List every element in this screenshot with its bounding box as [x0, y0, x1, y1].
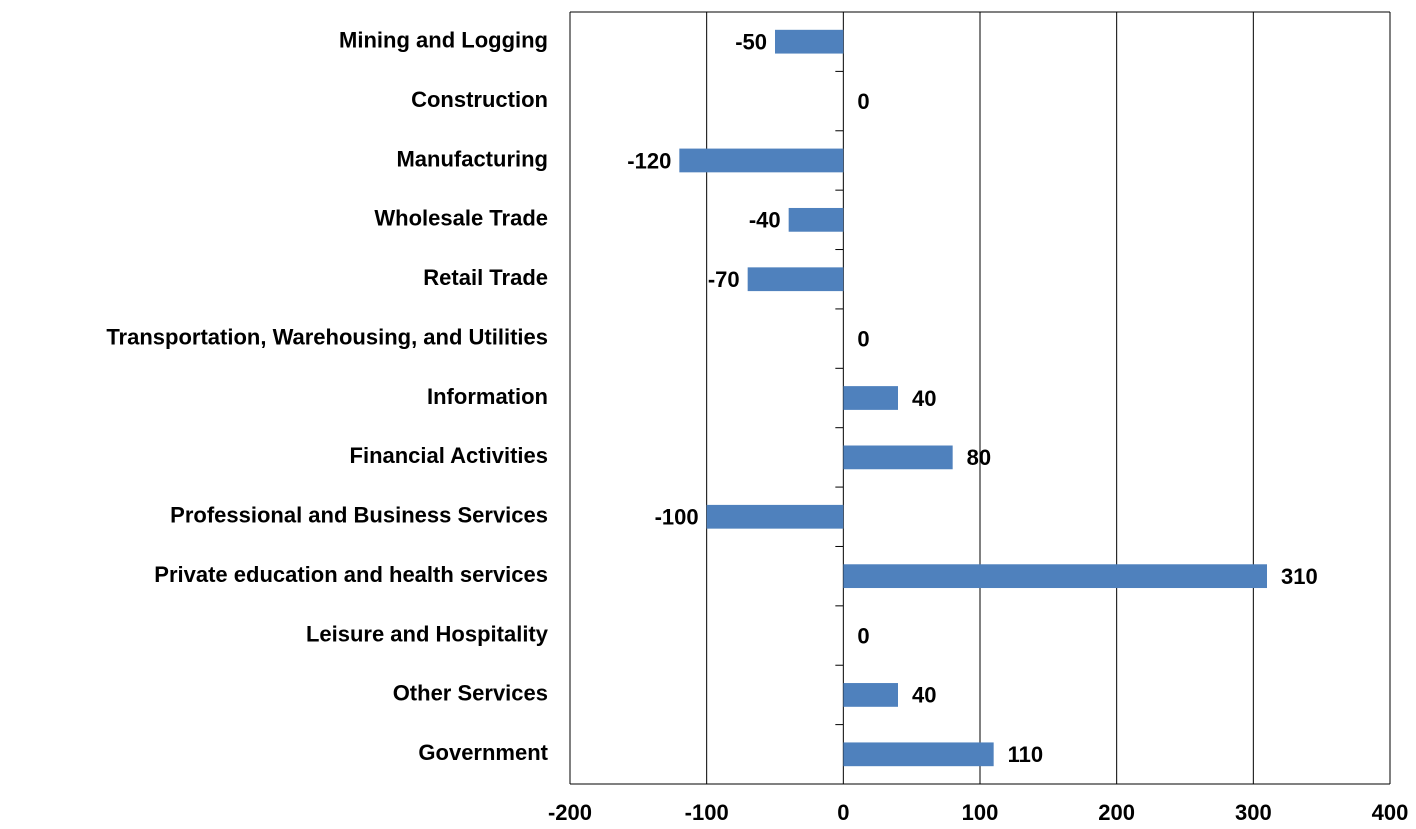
- data-label: 310: [1281, 564, 1318, 589]
- data-label: 40: [912, 386, 936, 411]
- y-tick-label: Construction: [411, 87, 548, 112]
- bar: [679, 148, 844, 173]
- x-tick-label: 100: [962, 800, 999, 825]
- data-label: 80: [967, 445, 991, 470]
- data-label: 0: [857, 89, 869, 114]
- x-tick-label: 0: [837, 800, 849, 825]
- bar: [843, 564, 1267, 589]
- bar: [843, 445, 953, 470]
- data-label: -40: [749, 208, 781, 233]
- data-label: -70: [708, 267, 740, 292]
- data-label: 110: [1008, 742, 1044, 767]
- x-tick-label: -200: [548, 800, 592, 825]
- x-tick-label: 200: [1098, 800, 1135, 825]
- y-tick-label: Other Services: [393, 681, 548, 706]
- y-tick-label: Mining and Logging: [339, 28, 548, 53]
- x-tick-label: 300: [1235, 800, 1272, 825]
- data-label: -100: [655, 505, 699, 530]
- y-tick-label: Private education and health services: [154, 562, 548, 587]
- bar: [706, 504, 844, 529]
- data-label: -120: [627, 148, 671, 173]
- bar: [747, 267, 844, 292]
- y-tick-label: Manufacturing: [396, 146, 548, 171]
- y-tick-label: Financial Activities: [350, 443, 548, 468]
- bar: [788, 207, 844, 232]
- bar: [843, 386, 898, 410]
- x-tick-label: 400: [1372, 800, 1409, 825]
- bar: [775, 29, 844, 54]
- data-label: 0: [857, 623, 869, 648]
- y-tick-label: Transportation, Warehousing, and Utiliti…: [106, 324, 548, 349]
- y-tick-label: Professional and Business Services: [170, 503, 548, 528]
- data-label: -50: [735, 30, 767, 55]
- data-label: 40: [912, 683, 936, 708]
- y-tick-label: Government: [418, 740, 548, 765]
- y-tick-label: Wholesale Trade: [374, 206, 548, 231]
- bar: [843, 683, 898, 707]
- data-label: 0: [857, 326, 869, 351]
- y-tick-label: Information: [427, 384, 548, 409]
- y-tick-label: Leisure and Hospitality: [306, 621, 549, 646]
- x-tick-label: -100: [685, 800, 729, 825]
- y-tick-label: Retail Trade: [423, 265, 548, 290]
- bar: [843, 742, 994, 767]
